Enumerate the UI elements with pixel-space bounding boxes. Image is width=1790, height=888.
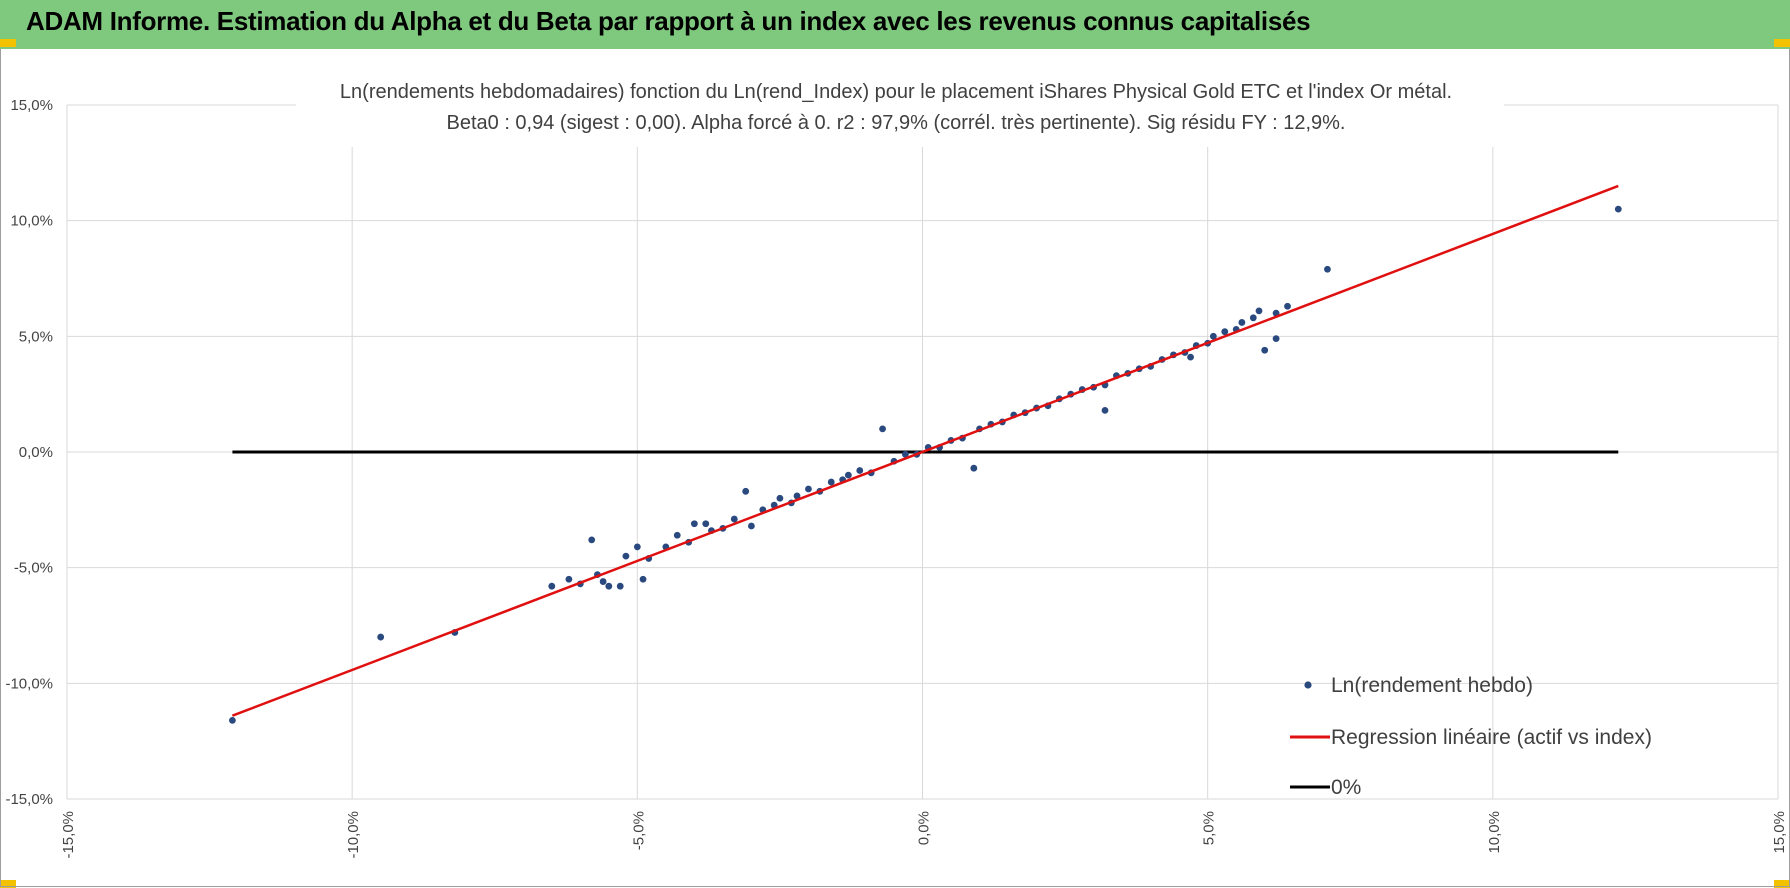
x-tick-label: 5,0% xyxy=(1201,811,1218,845)
data-point xyxy=(748,522,755,530)
chart-title-line2: Beta0 : 0,94 (sigest : 0,00). Alpha forc… xyxy=(447,112,1346,134)
data-point xyxy=(1238,319,1246,326)
corner-marker-bottom-left xyxy=(0,880,16,888)
data-point xyxy=(228,716,236,724)
data-point xyxy=(633,543,641,551)
data-point xyxy=(548,582,556,590)
y-tick-label: -5,0% xyxy=(14,560,53,577)
legend-label-points: Ln(rendement hebdo) xyxy=(1331,674,1533,697)
data-point xyxy=(702,520,710,528)
data-point xyxy=(1187,353,1194,361)
x-tick-label: -15,0% xyxy=(60,811,77,859)
data-point xyxy=(805,485,812,493)
x-tick-label: 0,0% xyxy=(916,811,933,845)
header-banner: ADAM Informe. Estimation du Alpha et du … xyxy=(0,0,1790,49)
x-tick-label: -10,0% xyxy=(345,811,362,859)
data-point xyxy=(827,478,835,486)
data-point xyxy=(605,582,613,590)
data-points xyxy=(228,205,1622,724)
y-tick-label: -15,0% xyxy=(5,791,53,808)
data-point xyxy=(1101,406,1109,414)
data-point xyxy=(1614,205,1622,213)
data-point xyxy=(588,536,596,544)
y-tick-label: 0,0% xyxy=(19,444,53,461)
data-point xyxy=(1249,314,1257,322)
legend-label-regression: Regression linéaire (actif vs index) xyxy=(1331,726,1652,749)
legend-marker-points xyxy=(1304,681,1312,689)
data-point xyxy=(1324,265,1331,273)
page-title: ADAM Informe. Estimation du Alpha et du … xyxy=(26,6,1311,36)
data-point xyxy=(1284,302,1291,310)
data-point xyxy=(901,450,909,458)
data-point xyxy=(622,552,630,560)
data-point xyxy=(1261,346,1269,354)
x-tick-label: 15,0% xyxy=(1771,811,1788,854)
data-point xyxy=(599,578,607,585)
y-tick-label: 10,0% xyxy=(10,213,53,230)
data-point xyxy=(673,531,681,539)
data-point xyxy=(879,425,886,433)
y-tick-label: 5,0% xyxy=(19,328,53,345)
data-point xyxy=(1209,332,1217,340)
regression-line xyxy=(231,184,1619,717)
corner-marker-bottom-right xyxy=(1774,880,1790,888)
data-point xyxy=(730,515,738,523)
data-point xyxy=(844,471,852,479)
chart-title-line1: Ln(rendements hebdomadaires) fonction du… xyxy=(340,81,1452,103)
data-point xyxy=(690,520,698,528)
data-point xyxy=(776,494,784,502)
scatter-chart: -15,0% -10,0% -5,0% 0,0% 5,0% 10,0% 15,0% -15,… xyxy=(5,71,1788,859)
corner-marker-top-right xyxy=(1774,39,1790,47)
data-point xyxy=(639,575,647,583)
legend-label-zero: 0% xyxy=(1331,776,1361,799)
data-point xyxy=(1221,328,1229,336)
data-point xyxy=(793,492,801,500)
regression-layer xyxy=(231,184,1619,717)
data-point xyxy=(1272,335,1280,343)
x-axis-ticks: -15,0% -10,0% -5,0% 0,0% 5,0% 10,0% 15,0% xyxy=(60,811,1788,859)
data-point xyxy=(1255,307,1263,315)
chart-title-background xyxy=(296,71,1504,147)
data-point xyxy=(742,487,750,495)
data-point xyxy=(970,464,978,472)
x-tick-label: -5,0% xyxy=(630,811,647,850)
data-point xyxy=(616,582,624,590)
data-point xyxy=(377,633,385,641)
corner-marker-top-left xyxy=(0,39,16,47)
data-point xyxy=(856,467,864,474)
y-tick-label: 15,0% xyxy=(10,97,53,114)
x-tick-label: 10,0% xyxy=(1486,811,1503,854)
y-axis-ticks: -15,0% -10,0% -5,0% 0,0% 5,0% 10,0% 15,0% xyxy=(5,97,53,808)
y-tick-label: -10,0% xyxy=(5,675,53,692)
data-point xyxy=(565,575,573,583)
legend: Ln(rendement hebdo) Regression linéaire … xyxy=(1290,674,1652,799)
